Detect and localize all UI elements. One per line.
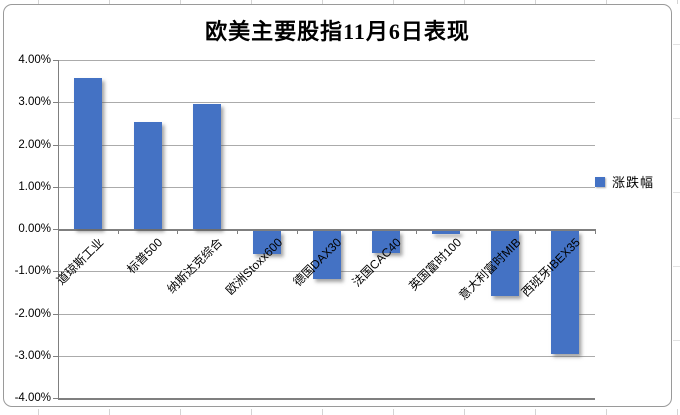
zero-axis-line <box>58 229 595 231</box>
bar-道琼斯工业[interactable] <box>74 78 102 229</box>
y-axis-tick <box>53 60 58 61</box>
x-axis-tick <box>118 229 119 234</box>
y-axis-label: -1.00% <box>14 265 51 277</box>
category-label: 纳斯达克综合 <box>164 235 226 297</box>
gridline <box>58 145 595 146</box>
worksheet-column-line <box>109 409 110 415</box>
bar-欧洲Stoxx600[interactable] <box>253 231 281 254</box>
worksheet-column-line <box>38 0 39 4</box>
y-axis-tick <box>53 271 58 272</box>
bar-德国DAX30[interactable] <box>313 231 341 279</box>
worksheet-column-line <box>677 409 678 415</box>
y-axis-label: 2.00% <box>18 139 51 151</box>
x-axis-tick <box>595 229 596 234</box>
worksheet-column-line <box>535 409 536 415</box>
legend-series-label: 涨跌幅 <box>612 175 655 190</box>
y-axis-label: 3.00% <box>18 96 51 108</box>
bar-纳斯达克综合[interactable] <box>193 104 221 229</box>
x-axis-tick <box>476 229 477 234</box>
bar-法国CAC40[interactable] <box>372 231 400 253</box>
y-axis-label: -3.00% <box>14 350 51 362</box>
worksheet-column-line <box>180 0 181 4</box>
worksheet-row-line <box>673 118 680 119</box>
worksheet-column-line <box>464 0 465 4</box>
x-axis-tick <box>177 229 178 234</box>
y-axis-tick <box>53 356 58 357</box>
y-axis-tick <box>53 145 58 146</box>
gridline <box>58 314 595 315</box>
gridline <box>58 60 595 61</box>
bar-西班牙IBEX35[interactable] <box>551 231 579 354</box>
y-axis-label: -4.00% <box>14 392 51 404</box>
x-axis-tick <box>416 229 417 234</box>
x-axis-tick <box>535 229 536 234</box>
worksheet-column-line <box>251 0 252 4</box>
y-axis-label: 1.00% <box>18 181 51 193</box>
worksheet-column-line <box>606 409 607 415</box>
worksheet-row-line <box>673 266 680 267</box>
bar-意大利富时MIB[interactable] <box>491 231 519 296</box>
chart-object[interactable]: 欧美主要股指11月6日表现 4.00% 3.00% 2.00% 1.00% 0.00% -… <box>3 4 672 407</box>
y-axis-label: 4.00% <box>18 54 51 66</box>
x-axis-tick <box>237 229 238 234</box>
y-axis-tick <box>53 314 58 315</box>
worksheet-column-line <box>393 0 394 4</box>
legend[interactable]: 涨跌幅 <box>595 172 654 191</box>
worksheet-column-line <box>464 409 465 415</box>
category-label: 道琼斯工业 <box>53 235 107 288</box>
y-axis-tick <box>53 398 58 399</box>
y-axis-tick <box>53 102 58 103</box>
worksheet-column-line <box>109 0 110 4</box>
worksheet-column-line <box>677 0 678 4</box>
x-axis-tick <box>297 229 298 234</box>
x-axis-tick <box>58 229 59 234</box>
worksheet-column-line <box>606 0 607 4</box>
y-axis-label: 0.00% <box>18 223 51 235</box>
category-label: 英国富时100 <box>406 235 465 294</box>
worksheet-column-line <box>38 409 39 415</box>
bar-标普500[interactable] <box>134 122 162 229</box>
worksheet-row-line <box>673 44 680 45</box>
worksheet-row-line <box>673 192 680 193</box>
worksheet-row-line <box>673 340 680 341</box>
y-axis-label: -2.00% <box>14 308 51 320</box>
y-axis-tick <box>53 187 58 188</box>
gridline <box>58 356 595 357</box>
worksheet-column-line <box>535 0 536 4</box>
worksheet-column-line <box>322 0 323 4</box>
worksheet-column-line <box>322 409 323 415</box>
worksheet-column-line <box>393 409 394 415</box>
gridline <box>58 187 595 188</box>
y-axis-tick <box>53 229 58 230</box>
gridline <box>58 398 595 400</box>
chart-title[interactable]: 欧美主要股指11月6日表现 <box>205 19 470 44</box>
worksheet-column-line <box>180 409 181 415</box>
bar-英国富时100[interactable] <box>432 231 460 234</box>
plot-area: 4.00% 3.00% 2.00% 1.00% 0.00% -1.00% -2.00% -3.… <box>15 54 596 404</box>
x-axis-tick <box>356 229 357 234</box>
worksheet-column-line <box>251 409 252 415</box>
gridline <box>58 102 595 103</box>
legend-swatch-icon <box>595 176 605 187</box>
